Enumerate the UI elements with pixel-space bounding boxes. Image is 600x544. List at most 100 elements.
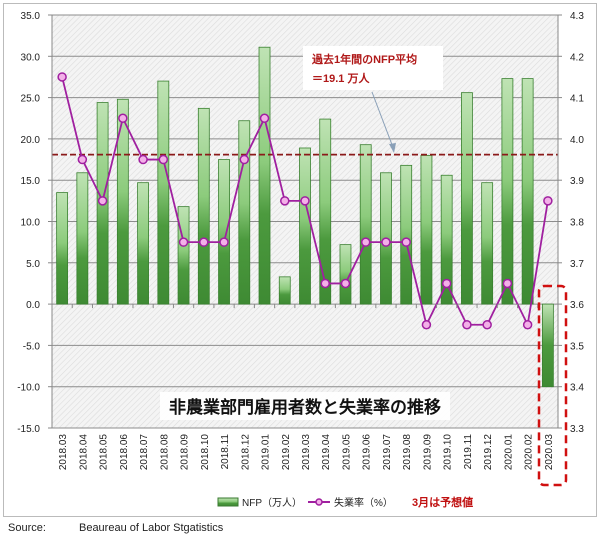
unemployment-point [401, 237, 411, 247]
annotation: 過去1年間のNFP平均 ＝19.1 万人 [303, 46, 443, 153]
nfp-bar [359, 144, 372, 305]
unemployment-point [340, 278, 351, 289]
unemployment-point [57, 72, 67, 82]
x-tick-label: 2018.11 [220, 434, 231, 470]
x-tick-label: 2020.01 [503, 434, 514, 471]
y-right-tick-label: 3.3 [570, 424, 584, 435]
source-label: Source: [8, 522, 46, 534]
unemployment-point [97, 196, 108, 206]
unemployment-point [502, 278, 513, 289]
unemployment-point [543, 196, 553, 206]
unemployment-point [462, 320, 472, 330]
y-right-tick-label: 4.2 [570, 52, 584, 63]
nfp-bar [319, 118, 332, 305]
y-left-tick-label: 10.0 [21, 218, 41, 229]
unemployment-point [138, 154, 148, 165]
y-right-tick-label: 3.6 [570, 300, 584, 311]
x-tick-label: 2018.05 [99, 434, 110, 471]
y-left-tick-label: 0.0 [26, 300, 40, 311]
chart-title-box: 非農業部門雇用者数と失業率の推移 [160, 392, 450, 420]
nfp-bar [541, 303, 554, 388]
x-tick-label: 2018.09 [180, 434, 191, 471]
nfp-bar [420, 155, 433, 305]
legend-nfp-label: NFP（万人） [242, 497, 302, 509]
x-tick-label: 2018.12 [240, 434, 251, 471]
unemployment-point [259, 113, 270, 123]
unemployment-point [239, 154, 250, 165]
nfp-bar [461, 92, 473, 305]
legend-rate-marker [315, 498, 323, 506]
unemployment-point [300, 196, 310, 206]
y-left-tick-label: 20.0 [21, 135, 41, 146]
unemployment-point [199, 237, 209, 247]
x-tick-label: 2018.08 [159, 434, 170, 471]
nfp-bar [238, 120, 251, 305]
x-tick-label: 2018.04 [78, 434, 89, 471]
y-left-tick-label: 25.0 [21, 94, 41, 105]
unemployment-point [360, 237, 371, 247]
nfp-bar [400, 164, 413, 305]
nfp-bar [197, 107, 210, 305]
x-tick-label: 2019.12 [483, 434, 494, 471]
unemployment-point [158, 154, 169, 165]
nfp-bar [278, 276, 291, 305]
nfp-bar [339, 244, 352, 305]
chart-frame [3, 3, 597, 517]
nfp-bar [177, 206, 190, 305]
x-tick-label: 2020.02 [524, 434, 535, 471]
x-tick-label: 2018.07 [139, 434, 150, 471]
x-tick-label: 2019.07 [382, 434, 393, 471]
nfp-bar [116, 98, 129, 305]
forecast-highlight-box [537, 284, 568, 487]
x-tick-label: 2019.08 [402, 434, 413, 471]
arrow-head-icon [389, 143, 396, 153]
x-tick-label: 2019.09 [422, 434, 433, 471]
y-left-tick-label: 15.0 [21, 176, 41, 187]
x-tick-label: 2019.05 [341, 434, 352, 471]
nfp-bar [299, 147, 311, 305]
x-tick-label: 2019.10 [443, 434, 454, 471]
y-left-tick-label: -15.0 [17, 424, 40, 435]
y-left-tick-label: -10.0 [17, 383, 40, 394]
x-tick-label: 2020.03 [544, 434, 555, 471]
x-tick-label: 2019.02 [281, 434, 292, 471]
source-line: Source: Beaureau of Labor Stgatistics [8, 522, 253, 534]
nfp-bar [521, 78, 534, 305]
legend: NFP（万人） 失業率（%） 3月は予想値 [217, 495, 473, 509]
nfp-bar [501, 78, 514, 305]
forecast-note: 3月は予想値 [412, 495, 473, 509]
y-left-tick-label: 35.0 [21, 11, 41, 22]
unemployment-point [421, 320, 432, 330]
x-tick-label: 2018.10 [200, 434, 211, 471]
y-right-tick-label: 3.8 [570, 218, 584, 229]
y-right-tick-label: 3.7 [570, 259, 584, 270]
x-tick-label: 2019.11 [463, 434, 474, 470]
annotation-arrow [371, 91, 395, 151]
x-tick-label: 2019.01 [261, 434, 272, 471]
unemployment-point [280, 196, 290, 206]
y-right-tick-label: 3.5 [570, 341, 584, 352]
y-left-tick-label: 30.0 [21, 52, 41, 63]
chart-title: 非農業部門雇用者数と失業率の推移 [169, 397, 441, 417]
unemployment-point [381, 237, 391, 247]
x-tick-label: 2019.04 [321, 434, 332, 471]
y-right-tick-label: 3.9 [570, 176, 584, 187]
legend-rate-label: 失業率（%） [334, 496, 393, 509]
annotation-line2: ＝19.1 万人 [312, 71, 370, 85]
unemployment-point [178, 237, 189, 247]
unemployment-point [219, 237, 229, 247]
nfp-bar [76, 172, 89, 305]
unemployment-point [320, 278, 330, 289]
nfp-bar [137, 182, 149, 305]
nfp-bar [440, 174, 453, 305]
unemployment-point [118, 113, 128, 123]
unemployment-point [482, 320, 492, 330]
unemployment-point [441, 278, 452, 289]
unemployment-point [522, 320, 533, 330]
y-right-tick-label: 4.3 [570, 11, 584, 22]
source-text: Beaureau of Labor Stgatistics [78, 522, 224, 534]
x-tick-label: 2019.03 [301, 434, 312, 471]
nfp-bar [157, 80, 170, 305]
